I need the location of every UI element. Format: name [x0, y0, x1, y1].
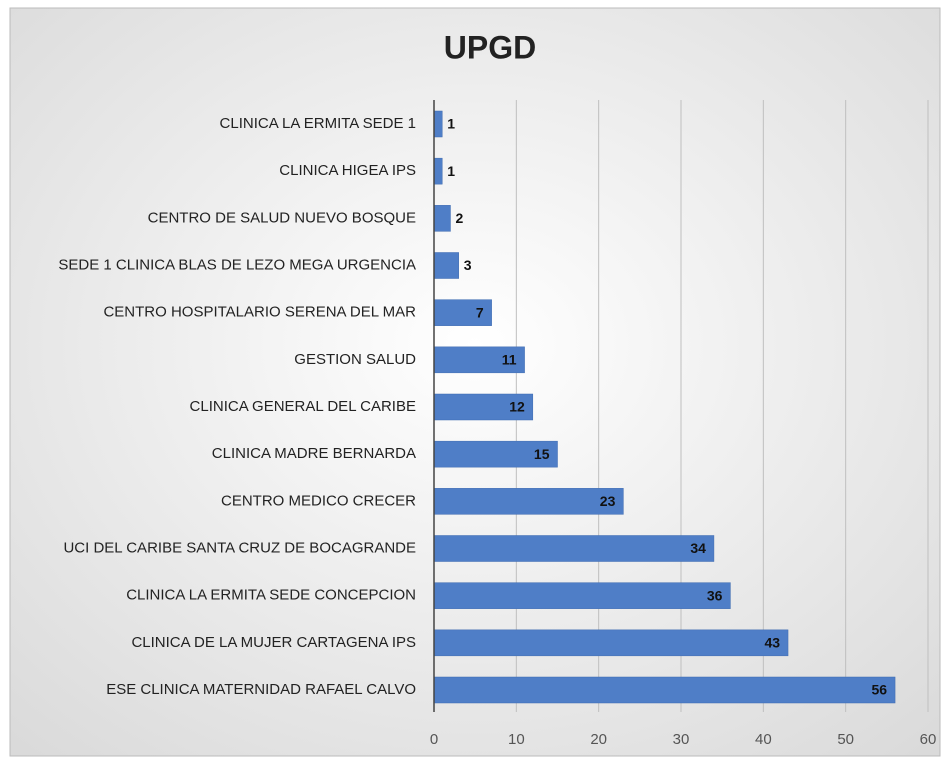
y-tick-label: UCI DEL CARIBE SANTA CRUZ DE BOCAGRANDE: [63, 539, 416, 556]
data-label: 1: [447, 116, 455, 132]
data-label: 34: [690, 540, 706, 556]
y-tick-label: CENTRO DE SALUD NUEVO BOSQUE: [148, 209, 416, 226]
bar: [433, 582, 731, 609]
x-tick-label: 10: [508, 731, 525, 748]
bar: [433, 629, 789, 657]
bar: [433, 252, 459, 279]
bar: [433, 440, 558, 468]
y-tick-label: CLINICA MADRE BERNARDA: [212, 445, 416, 462]
data-label: 12: [509, 399, 525, 415]
y-tick-label: CLINICA DE LA MUJER CARTAGENA IPS: [131, 634, 416, 651]
y-tick-label: CLINICA LA ERMITA SEDE 1: [220, 115, 416, 132]
x-tick-label: 30: [673, 731, 690, 748]
bar: [433, 535, 715, 562]
y-tick-label: CENTRO HOSPITALARIO SERENA DEL MAR: [103, 304, 416, 321]
bar: [433, 393, 534, 421]
x-tick-label: 50: [837, 731, 854, 748]
y-tick-label: SEDE 1 CLINICA BLAS DE LEZO MEGA URGENCI…: [58, 256, 416, 273]
data-label: 2: [455, 210, 463, 226]
y-tick-label: CENTRO MEDICO CRECER: [221, 492, 416, 509]
data-label: 11: [502, 352, 517, 368]
bar: [433, 346, 525, 374]
x-tick-label: 20: [590, 731, 607, 748]
x-tick-label: 60: [920, 731, 937, 748]
y-tick-label: CLINICA LA ERMITA SEDE CONCEPCION: [126, 587, 416, 604]
bar: [433, 205, 451, 232]
data-label: 15: [534, 446, 550, 462]
y-tick-label: CLINICA GENERAL DEL CARIBE: [190, 398, 416, 415]
data-label: 1: [447, 163, 455, 179]
chart-title: UPGD: [444, 29, 536, 65]
data-label: 23: [600, 493, 616, 509]
y-tick-label: CLINICA HIGEA IPS: [279, 162, 416, 179]
bar: [433, 110, 443, 138]
data-label: 3: [464, 257, 472, 273]
data-label: 7: [476, 304, 484, 320]
data-label: 56: [871, 682, 887, 698]
bar: [433, 157, 443, 185]
bar: [433, 488, 624, 515]
x-tick-label: 0: [430, 731, 438, 748]
y-tick-label: ESE CLINICA MATERNIDAD RAFAEL CALVO: [106, 681, 416, 698]
data-label: 43: [764, 635, 780, 651]
bar: [433, 676, 896, 704]
y-tick-label: GESTION SALUD: [294, 351, 416, 368]
data-label: 36: [707, 587, 723, 603]
x-tick-label: 40: [755, 731, 772, 748]
